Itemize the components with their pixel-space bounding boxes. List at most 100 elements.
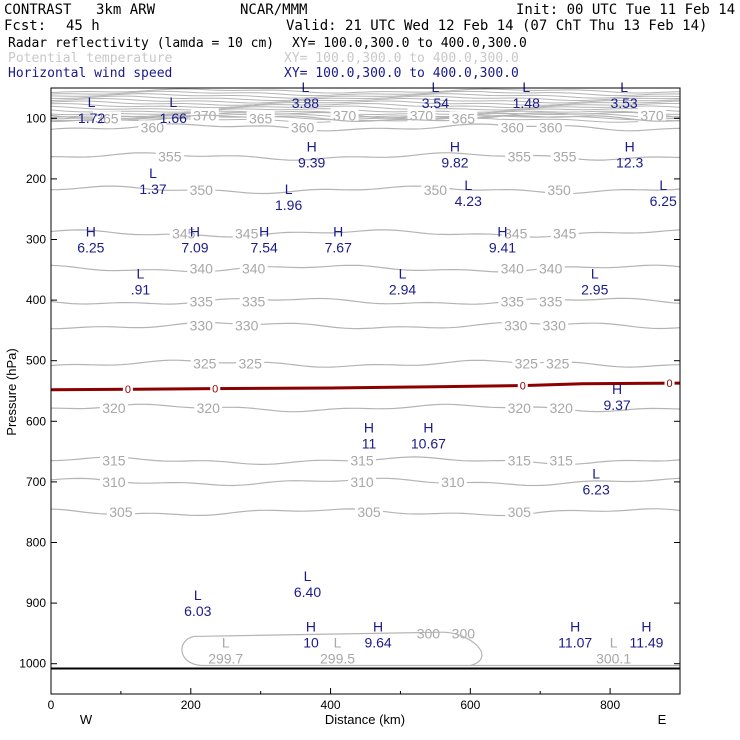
- wind-extremum-mark: H: [307, 138, 317, 154]
- wind-extremum-value: 1.37: [139, 181, 166, 197]
- wind-extremum-mark: H: [190, 223, 200, 239]
- theta-label-bg: [501, 318, 530, 333]
- theta-label: 335: [539, 293, 563, 309]
- theta-label-bg: [155, 149, 184, 164]
- wind-extremum: L.91: [131, 266, 151, 298]
- wind-extremum-mark: L: [304, 568, 312, 584]
- theta-label: 345: [235, 225, 259, 241]
- theta-contour-360: 360 360 360 360: [50, 119, 681, 135]
- y-tick-label: 500: [26, 354, 46, 368]
- wind-extremum: L1.66: [160, 94, 187, 126]
- theta-label: 305: [357, 504, 381, 520]
- theta-label-bg: [536, 294, 565, 309]
- y-tick-label: 600: [26, 414, 46, 428]
- wind-extremum: L3.88: [292, 79, 319, 111]
- theta-label-bg: [536, 261, 565, 276]
- wind-extremum-mark: L: [620, 79, 628, 95]
- wind-extremum-mark: L: [431, 79, 439, 95]
- theta-label-bg: [407, 108, 436, 123]
- theta-label: 325: [546, 356, 570, 372]
- wind-extremum-mark: H: [497, 223, 507, 239]
- theta-min-mark: L: [610, 635, 618, 651]
- theta-label: 345: [504, 225, 528, 241]
- wind-extremum-value: 10: [303, 634, 319, 650]
- theta-line: [50, 403, 681, 413]
- theta-label-bg: [543, 356, 572, 371]
- wind-extremum-value: 11.49: [629, 634, 663, 650]
- wind-extremum-mark: H: [450, 138, 460, 154]
- theta-label-bg: [187, 318, 216, 333]
- y-tick-label: 700: [26, 475, 46, 489]
- wind-extremum-value: 6.25: [77, 239, 104, 255]
- theta-label: 305: [109, 504, 133, 520]
- theta-label-bg: [449, 626, 478, 641]
- theta-min-value: 299.5: [320, 651, 355, 667]
- theta-label-bg: [169, 226, 198, 241]
- wind-extremum-value: 1.66: [160, 110, 187, 126]
- x-tick-label: 800: [600, 698, 620, 712]
- theta-isentrope: [50, 97, 681, 104]
- theta-label-bg: [414, 626, 443, 641]
- center-name: NCAR/MMM: [240, 2, 307, 18]
- theta-label-bg: [239, 261, 268, 276]
- theta-min-value: 299.7: [208, 651, 243, 667]
- theta-isentrope: [50, 100, 681, 106]
- theta-label: 370: [640, 107, 664, 123]
- theta-label-bg: [498, 120, 527, 135]
- wind-extremum-value: 11: [362, 436, 377, 452]
- reflectivity-label-bg: [122, 383, 133, 396]
- wind-extremum-mark: L: [399, 266, 407, 282]
- wind-extremum: L1.48: [513, 79, 540, 111]
- theta-label-bg: [236, 356, 265, 371]
- theta-label-bg: [638, 108, 667, 123]
- wind-extremum-mark: H: [86, 223, 96, 239]
- theta-label-bg: [498, 261, 527, 276]
- y-tick-label: 400: [26, 293, 46, 307]
- theta-label: 315: [102, 453, 126, 469]
- theta-label-bg: [232, 318, 261, 333]
- wind-extremum-mark: H: [570, 618, 580, 634]
- y-axis-label: Pressure (hPa): [4, 348, 19, 435]
- wind-extremum: L6.25: [650, 177, 677, 209]
- wind-extremum-mark: L: [522, 79, 530, 95]
- wind-extremum-value: 7.09: [181, 239, 208, 255]
- theta-label: 325: [239, 356, 263, 372]
- wind-extremum: H7.54: [251, 223, 278, 255]
- theta-label-bg: [187, 182, 216, 197]
- theta-label-bg: [540, 318, 569, 333]
- x-tick-label: 0: [48, 698, 55, 712]
- wind-extremum-mark: L: [591, 266, 599, 282]
- theta-contour-350: 350 350 350: [50, 182, 681, 198]
- wind-extremum-value: 1.72: [78, 110, 105, 126]
- field-reflectivity-name: Radar reflectivity (lamda = 10 cm): [8, 36, 274, 51]
- init-time: Init: 00 UTC Tue 11 Feb 14: [516, 2, 735, 18]
- theta-label-bg: [536, 120, 565, 135]
- theta-label-bg: [348, 453, 377, 468]
- wind-extremum: H11.07: [558, 618, 592, 650]
- theta-min-mark: L: [334, 635, 342, 651]
- wind-extremum-value: 9.64: [364, 634, 391, 650]
- plot-header: CONTRAST 3km ARW NCAR/MMM Init: 00 UTC T…: [4, 2, 735, 81]
- wind-extremum-value: .91: [131, 282, 151, 298]
- theta-line: [50, 111, 681, 119]
- theta-label-bg: [449, 111, 478, 126]
- reflectivity-contour: 0 0 0 0: [50, 377, 681, 396]
- forecast-hour: 45 h: [66, 18, 100, 34]
- theta-label-bg: [512, 356, 541, 371]
- field-reflectivity-xy: XY= 100.0,300.0 to 400.0,300.0: [292, 36, 527, 51]
- theta-label-bg: [138, 120, 167, 135]
- reflectivity-label-bg: [210, 382, 221, 395]
- forecast-label: Fcst:: [4, 18, 46, 34]
- x-tick-label: 600: [460, 698, 480, 712]
- theta-label-bg: [99, 453, 128, 468]
- wind-extremum: H7.67: [325, 223, 352, 255]
- theta-label: 340: [190, 261, 214, 277]
- theta-line: [51, 321, 681, 330]
- theta-label-bg: [501, 226, 530, 241]
- wind-extremum: H10: [303, 618, 319, 650]
- wind-extremum-mark: L: [464, 177, 472, 193]
- theta-isentrope: [50, 108, 681, 113]
- wind-extremum-value: 6.25: [650, 193, 677, 209]
